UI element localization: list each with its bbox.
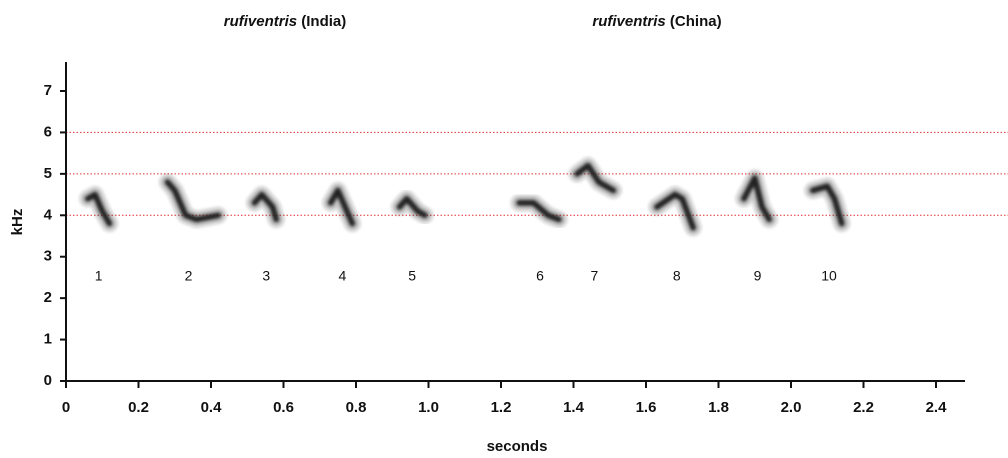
y-tick-label: 7	[44, 82, 52, 99]
x-tick-label: 1.8	[708, 399, 729, 416]
syllable-label: 8	[673, 268, 681, 284]
x-axis-label: seconds	[487, 438, 548, 455]
syllable	[809, 183, 845, 227]
place: (India)	[301, 13, 346, 30]
x-tick-label: 2.0	[781, 399, 802, 416]
syllable	[251, 191, 280, 223]
y-tick-label: 0	[44, 372, 52, 389]
syllable-label: 10	[821, 268, 837, 284]
y-tick-label: 4	[44, 206, 53, 223]
syllable-label: 1	[95, 268, 103, 284]
syllable	[516, 199, 562, 223]
syllable	[396, 195, 428, 219]
x-tick-label: 2.2	[853, 399, 874, 416]
syllable-label: 2	[185, 268, 193, 284]
y-tick-label: 6	[44, 123, 52, 140]
x-tick-label: 0.8	[346, 399, 367, 416]
syllable	[327, 187, 356, 227]
place: (China)	[670, 13, 722, 30]
y-tick-label: 2	[44, 289, 52, 306]
syllable-label: 9	[754, 268, 762, 284]
group-title: rufiventris (China)	[592, 13, 721, 30]
x-tick-label: 2.4	[926, 399, 948, 416]
syllable-label: 5	[408, 268, 416, 284]
x-tick-label: 0.4	[201, 399, 223, 416]
syllable-label: 6	[536, 268, 544, 284]
y-axis-label: kHz	[9, 209, 26, 236]
species: rufiventris	[224, 13, 297, 30]
species: rufiventris	[592, 13, 665, 30]
group-title: rufiventris (India)	[224, 13, 347, 30]
syllable	[164, 179, 222, 223]
x-tick-label: 1.6	[636, 399, 657, 416]
syllable	[84, 191, 113, 227]
x-tick-label: 0	[62, 399, 70, 416]
x-tick-label: 1.0	[418, 399, 439, 416]
y-tick-label: 3	[44, 248, 52, 265]
syllable	[574, 162, 617, 194]
syllable-label: 3	[262, 268, 270, 284]
x-tick-label: 0.6	[273, 399, 294, 416]
syllable	[653, 191, 697, 231]
x-tick-label: 0.2	[128, 399, 149, 416]
y-tick-label: 5	[44, 165, 52, 182]
y-tick-label: 1	[44, 331, 52, 348]
x-tick-label: 1.4	[563, 399, 585, 416]
syllable-label: 4	[339, 268, 347, 284]
syllable	[740, 175, 773, 223]
syllable-label: 7	[590, 268, 598, 284]
x-tick-label: 1.2	[491, 399, 512, 416]
